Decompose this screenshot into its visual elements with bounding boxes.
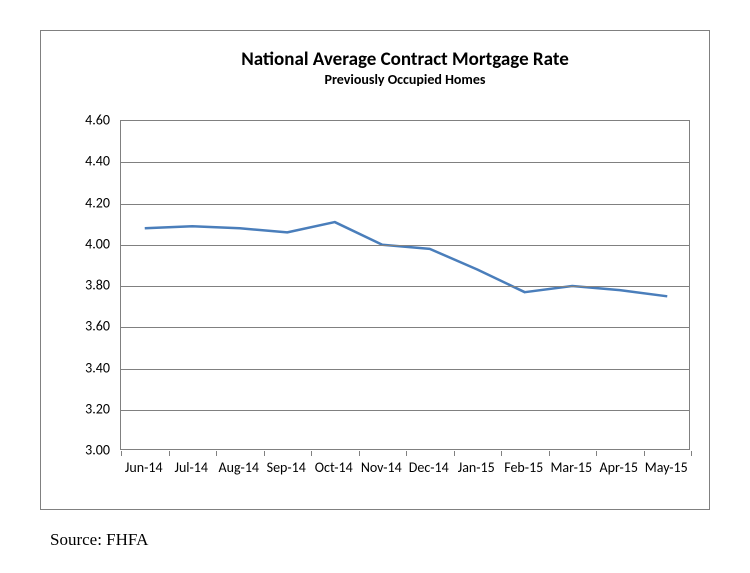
x-axis-label: Jan-15 [458, 459, 495, 476]
x-axis-label: Feb-15 [504, 459, 543, 476]
chart-title: National Average Contract Mortgage Rate [120, 48, 690, 71]
gridline [121, 327, 689, 328]
gridline [121, 410, 689, 411]
y-axis-label: 3.40 [65, 359, 110, 376]
y-axis-label: 4.60 [65, 112, 110, 129]
source-note: Source: FHFA [50, 530, 148, 550]
x-tick [406, 451, 407, 456]
x-axis-label: Jun-14 [125, 459, 163, 476]
chart-subtitle: Previously Occupied Homes [120, 71, 690, 88]
x-tick [454, 451, 455, 456]
x-tick [359, 451, 360, 456]
x-tick [311, 451, 312, 456]
x-axis-label: Dec-14 [409, 459, 449, 476]
x-axis-label: May-15 [645, 459, 688, 476]
y-axis-label: 3.60 [65, 318, 110, 335]
chart-title-block: National Average Contract Mortgage Rate … [120, 48, 690, 88]
x-tick [501, 451, 502, 456]
x-tick [169, 451, 170, 456]
y-axis-label: 4.20 [65, 194, 110, 211]
x-axis-label: Oct-14 [315, 459, 353, 476]
x-tick [596, 451, 597, 456]
gridline [121, 204, 689, 205]
x-tick [264, 451, 265, 456]
y-axis-label: 3.20 [65, 400, 110, 417]
gridline [121, 245, 689, 246]
x-tick [691, 451, 692, 456]
y-axis-label: 4.00 [65, 235, 110, 252]
x-axis-label: Apr-15 [600, 459, 638, 476]
x-axis-label: Aug-14 [218, 459, 259, 476]
x-axis-label: Nov-14 [361, 459, 402, 476]
x-tick [121, 451, 122, 456]
chart-canvas: National Average Contract Mortgage Rate … [0, 0, 750, 573]
gridline [121, 162, 689, 163]
x-tick [216, 451, 217, 456]
gridline [121, 286, 689, 287]
x-axis-label: Jul-14 [174, 459, 208, 476]
plot-area [120, 120, 690, 450]
x-axis-label: Mar-15 [550, 459, 592, 476]
gridline [121, 369, 689, 370]
x-tick [644, 451, 645, 456]
y-axis-label: 4.40 [65, 153, 110, 170]
y-axis-label: 3.00 [65, 442, 110, 459]
x-tick [549, 451, 550, 456]
y-axis-label: 3.80 [65, 277, 110, 294]
x-axis-label: Sep-14 [267, 459, 306, 476]
